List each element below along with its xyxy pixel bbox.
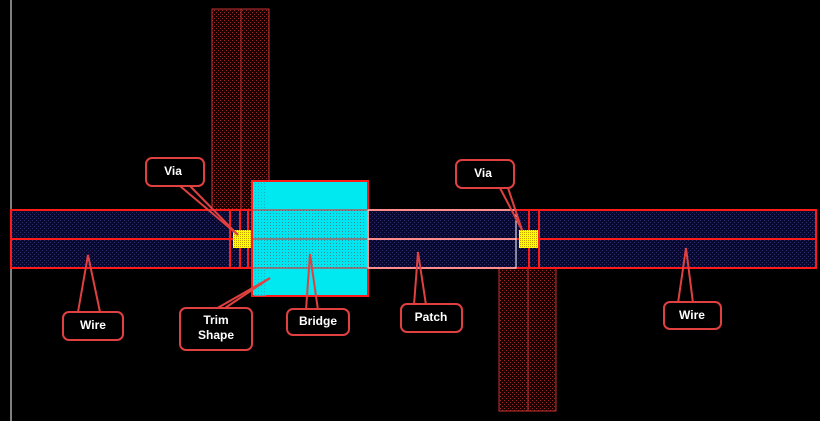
patch-shape <box>367 209 517 269</box>
callout-bridge: Bridge <box>286 308 350 336</box>
callout-patch-text: Patch <box>415 310 448 324</box>
callout-trim-shape-text-line2: Shape <box>198 328 234 342</box>
callout-trim-shape-text-line1: Trim <box>203 313 228 327</box>
via-right-square <box>519 230 538 248</box>
callout-via-left: Via <box>145 157 205 187</box>
callout-wire-left: Wire <box>62 311 124 341</box>
callout-wire-right: Wire <box>663 301 722 330</box>
callout-trim-shape: Trim Shape <box>179 307 253 351</box>
callout-pointers <box>77 185 694 313</box>
callout-via-right-text: Via <box>474 166 492 180</box>
callout-via-right: Via <box>455 159 515 189</box>
callout-via-left-text: Via <box>164 164 182 178</box>
callout-wire-left-text: Wire <box>80 318 106 332</box>
callout-wire-right-text: Wire <box>679 308 705 322</box>
callout-patch: Patch <box>400 303 463 333</box>
callout-bridge-text: Bridge <box>299 314 337 328</box>
